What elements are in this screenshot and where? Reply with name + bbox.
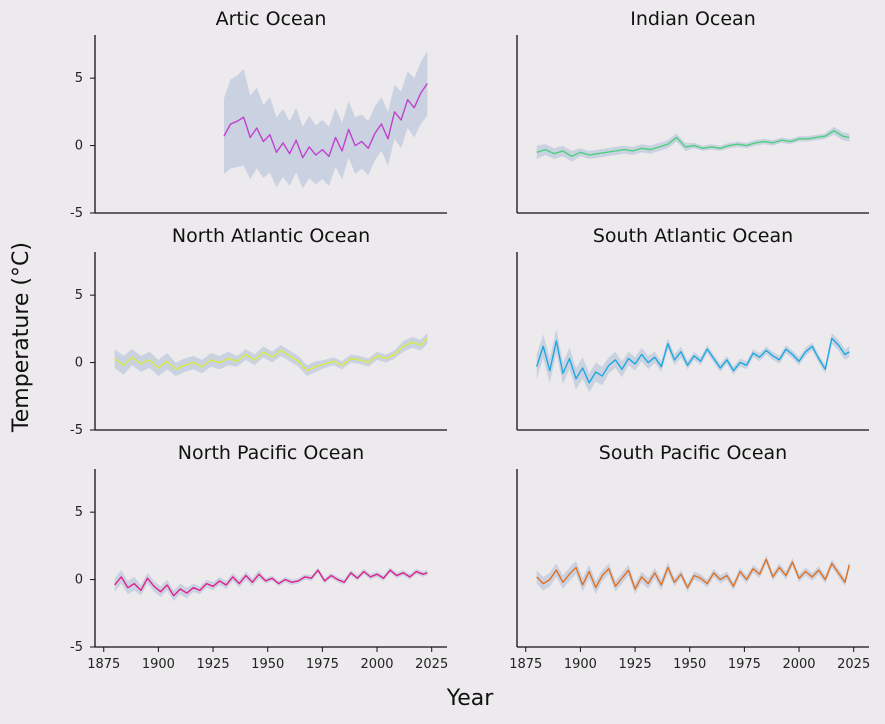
confidence-band xyxy=(536,328,850,393)
panel-title: Indian Ocean xyxy=(630,8,756,30)
y-tick-label: 0 xyxy=(75,356,83,371)
y-axis-label: Temperature (°C) xyxy=(9,242,34,433)
panel-0: Artic Ocean -5 0 5 xyxy=(70,8,447,221)
panel-1: Indian Ocean xyxy=(516,8,869,214)
confidence-band xyxy=(114,567,428,602)
confidence-band xyxy=(223,51,428,189)
panel-title: South Atlantic Ocean xyxy=(593,225,793,247)
confidence-band xyxy=(114,332,428,377)
x-tick-label: 1975 xyxy=(728,657,761,672)
y-tick-label: 0 xyxy=(75,573,83,588)
panel-3: South Atlantic Ocean xyxy=(516,225,869,431)
x-tick-label: 2025 xyxy=(837,657,870,672)
confidence-band xyxy=(536,126,850,162)
x-tick-label: 2000 xyxy=(782,657,815,672)
y-tick-label: -5 xyxy=(70,640,83,655)
y-tick-label: -5 xyxy=(70,423,83,438)
series-line xyxy=(536,130,850,158)
x-tick-label: 1925 xyxy=(619,657,652,672)
y-tick-label: 0 xyxy=(75,139,83,154)
y-tick-label: 5 xyxy=(75,505,83,520)
x-tick-label: 2025 xyxy=(415,657,448,672)
panel-title: North Atlantic Ocean xyxy=(172,225,370,247)
x-tick-label: 1900 xyxy=(564,657,597,672)
series-line xyxy=(114,337,428,372)
panel-title: South Pacific Ocean xyxy=(599,442,787,464)
panel-4: North Pacific Ocean -5 0 5 1875 1900 1925 1950 1… xyxy=(70,442,448,672)
x-tick-label: 1875 xyxy=(87,657,120,672)
x-tick-label: 1875 xyxy=(509,657,542,672)
x-axis-label: Year xyxy=(446,686,495,711)
x-tick-label: 1950 xyxy=(251,657,284,672)
y-tick-label: 5 xyxy=(75,288,83,303)
y-tick-label: 5 xyxy=(75,71,83,86)
panel-title: Artic Ocean xyxy=(216,8,327,30)
x-tick-label: 1925 xyxy=(197,657,230,672)
panel-2: North Atlantic Ocean -5 0 5 xyxy=(70,225,447,438)
x-tick-label: 1975 xyxy=(306,657,339,672)
x-tick-label: 1900 xyxy=(142,657,175,672)
series-line xyxy=(536,337,850,384)
series-line xyxy=(223,83,428,159)
x-tick-label: 1950 xyxy=(673,657,706,672)
series-line xyxy=(536,558,851,590)
panel-title: North Pacific Ocean xyxy=(178,442,364,464)
series-line xyxy=(114,569,428,597)
y-tick-label: -5 xyxy=(70,206,83,221)
x-tick-label: 2000 xyxy=(360,657,393,672)
panel-5: South Pacific Ocean 1875 1900 1925 1950 1975 2… xyxy=(509,442,870,672)
